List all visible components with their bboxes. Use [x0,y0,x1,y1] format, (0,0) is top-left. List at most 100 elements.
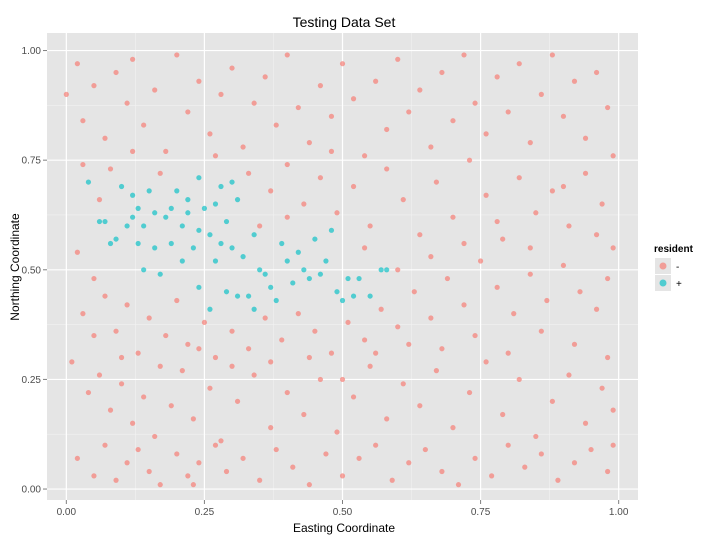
data-point-negative [207,131,213,137]
data-point-negative [417,232,423,238]
data-point-positive [118,183,125,190]
data-point-negative [588,446,594,453]
data-point-negative [361,337,368,343]
data-point-negative [466,389,473,396]
data-point-negative [91,275,97,282]
data-point-negative [450,214,456,220]
data-point-negative [317,376,324,383]
x-tick-label: 0.00 [57,507,77,518]
data-point-negative [135,446,141,453]
data-point-negative [124,460,130,466]
data-point-negative [599,201,605,207]
data-point-negative [472,455,478,461]
data-point-negative [411,289,417,295]
data-point-negative [582,170,589,176]
data-point-negative [80,311,86,317]
data-point-positive [141,267,147,273]
data-point-negative [483,131,489,137]
data-point-negative [610,407,616,413]
data-point-positive [96,218,103,225]
data-point-positive [130,214,136,220]
data-point-negative [168,403,174,409]
chart-title: Testing Data Set [293,14,396,30]
data-point-positive [196,227,202,233]
data-point-negative [345,319,351,326]
data-point-negative [527,245,533,251]
data-point-positive [334,289,340,295]
data-point-negative [593,306,600,312]
data-point-negative [284,214,290,220]
data-point-negative [130,148,136,154]
data-point-negative [384,126,390,133]
data-point-negative [356,455,362,461]
data-point-negative [422,446,428,453]
data-point-positive [279,240,285,247]
data-point-negative [549,398,555,404]
data-point-negative [350,96,357,102]
data-point-negative [157,363,163,369]
data-point-positive [130,192,136,198]
data-point-negative [406,109,412,115]
data-point-negative [152,87,158,93]
data-point-positive [124,223,130,229]
data-point-negative [406,341,412,347]
data-point-negative [328,113,335,119]
data-point-negative [251,372,257,378]
data-point-negative [240,455,246,461]
data-point-positive [251,232,257,238]
data-point-negative [582,135,589,141]
data-point-negative [284,389,290,396]
data-point-negative [571,341,578,347]
data-point-negative [483,192,489,198]
data-point-positive [135,240,141,247]
data-point-positive [350,293,357,299]
data-point-positive [218,240,224,247]
data-point-positive [234,197,241,203]
data-point-negative [113,69,119,76]
data-point-positive [168,205,174,211]
legend-swatch-negative [659,262,667,270]
data-point-positive [212,201,219,207]
data-point-negative [483,359,489,365]
data-point-negative [246,170,252,176]
data-point-negative [118,381,125,387]
data-point-negative [461,240,467,247]
data-point-negative [328,148,335,154]
data-point-negative [373,78,379,84]
data-point-negative [538,451,544,457]
data-point-negative [544,297,550,304]
y-axis-ticks: 0.00 0.25 0.50 0.75 1.00 [22,46,47,496]
data-point-negative [185,109,191,115]
data-point-negative [566,372,572,378]
data-point-negative [196,346,202,352]
data-point-positive [306,275,312,282]
data-point-negative [444,275,451,282]
positive-resident-points [85,175,390,312]
data-point-positive [107,240,114,247]
data-point-negative [516,61,522,67]
data-point-negative [273,446,279,453]
data-point-positive [207,306,213,312]
data-point-negative [361,245,368,251]
data-point-negative [549,52,555,58]
data-point-positive [174,188,180,194]
data-point-positive [328,227,335,233]
data-point-negative [367,363,373,369]
data-point-negative [174,297,180,304]
data-point-positive [179,258,185,264]
data-point-negative [505,350,511,356]
data-point-negative [107,407,114,413]
data-point-negative [85,389,92,396]
data-point-negative [246,346,252,352]
data-point-negative [373,350,379,356]
data-point-positive [367,293,373,299]
data-point-negative [593,232,600,238]
data-point-negative [505,442,511,448]
data-point-negative [339,376,346,383]
data-point-negative [455,482,462,488]
data-point-negative [80,118,86,124]
data-point-positive [212,258,219,264]
data-point-negative [301,411,307,418]
y-tick-label: 0.00 [22,485,42,496]
data-point-negative [163,332,169,339]
